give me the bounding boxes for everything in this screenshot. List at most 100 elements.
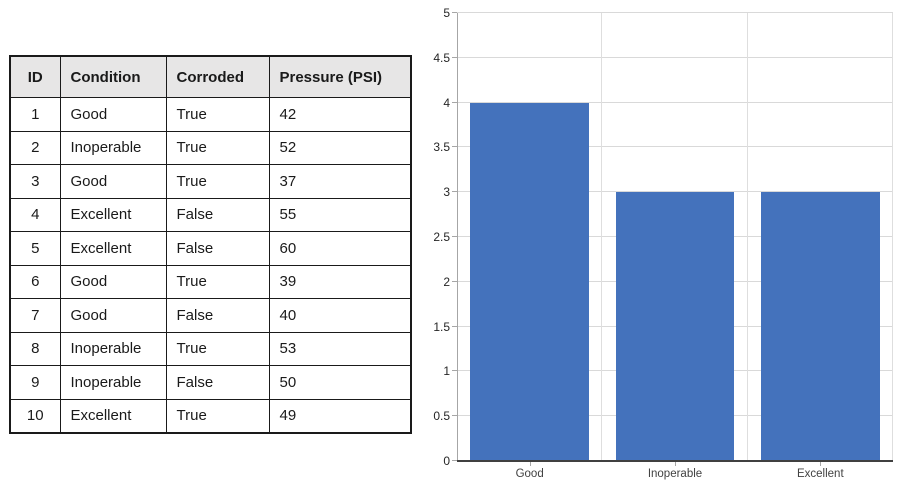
table-cell: 53 xyxy=(268,331,412,366)
bar-chart: 0 0.5 1 1.5 2 2.5 3 3.5 4 4.5 5 Good Inoperable Exce… xyxy=(427,0,904,487)
chart-plot-area xyxy=(452,12,893,466)
table-cell: Good xyxy=(59,164,167,199)
table-cell: Inoperable xyxy=(59,130,167,165)
table-row: 9 Inoperable False 50 xyxy=(9,365,412,400)
table-cell: 50 xyxy=(268,365,412,400)
y-axis-tick xyxy=(452,12,457,13)
y-axis-tick xyxy=(452,280,457,282)
bar-excellent xyxy=(761,192,880,461)
y-axis-label: 3 xyxy=(443,185,450,200)
horizontal-gridline xyxy=(457,56,893,58)
table-cell: False xyxy=(165,197,270,232)
table-cell: 10 xyxy=(9,398,61,434)
table-cell: Good xyxy=(59,97,167,132)
table-cell: Good xyxy=(59,298,167,333)
table-cell: True xyxy=(165,164,270,199)
table-row: 4 Excellent False 55 xyxy=(9,197,412,232)
table-cell: 9 xyxy=(9,365,61,400)
y-axis-label: 2 xyxy=(443,274,450,289)
y-axis-tick xyxy=(452,370,457,372)
y-axis-label: 1 xyxy=(443,364,450,379)
horizontal-gridline xyxy=(457,146,893,148)
table-row: 2 Inoperable True 52 xyxy=(9,130,412,165)
y-axis-tick xyxy=(452,236,457,237)
table-cell: 39 xyxy=(268,264,412,299)
table-row: 7 Good False 40 xyxy=(9,298,412,333)
y-axis-label: 0.5 xyxy=(433,409,450,424)
vertical-gridline xyxy=(892,13,893,461)
horizontal-gridline xyxy=(457,191,893,193)
table-cell: True xyxy=(165,398,270,434)
table-row: 6 Good True 39 xyxy=(9,264,412,299)
y-axis-labels: 0 0.5 1 1.5 2 2.5 3 3.5 4 4.5 5 xyxy=(427,6,450,468)
table-cell: 3 xyxy=(9,164,61,199)
table-cell: 37 xyxy=(268,164,412,199)
table-cell: Inoperable xyxy=(59,365,167,400)
table-cell: 60 xyxy=(268,231,412,266)
table-row: 5 Excellent False 60 xyxy=(9,231,412,266)
horizontal-gridline xyxy=(457,101,893,103)
vertical-gridline xyxy=(746,13,748,461)
x-axis-tick xyxy=(529,461,531,466)
column-header: Condition xyxy=(59,55,167,98)
pipe-data-table-container: ID Condition Corroded Pressure (PSI) 1 Good T… xyxy=(9,55,412,434)
table-cell: 6 xyxy=(9,264,61,299)
table-cell: True xyxy=(165,331,270,366)
table-header-row: ID Condition Corroded Pressure (PSI) xyxy=(9,55,412,98)
y-axis-tick xyxy=(452,415,457,417)
vertical-gridline xyxy=(601,13,603,461)
table-cell: False xyxy=(165,365,270,400)
table-cell: False xyxy=(165,231,270,266)
table-cell: Excellent xyxy=(59,231,167,266)
x-axis-tick xyxy=(820,461,822,466)
table-cell: True xyxy=(165,130,270,165)
x-axis-baseline xyxy=(457,460,893,462)
table-cell: 2 xyxy=(9,130,61,165)
y-axis-label: 5 xyxy=(443,6,450,20)
table-cell: 42 xyxy=(268,97,412,132)
x-axis-tick xyxy=(675,461,676,466)
bar-inoperable xyxy=(615,192,735,461)
table-row: 8 Inoperable True 53 xyxy=(9,331,412,366)
table-cell: 40 xyxy=(268,298,412,333)
table-row: 1 Good True 42 xyxy=(9,97,412,132)
column-header: ID xyxy=(9,55,61,98)
y-axis-label: 4.5 xyxy=(433,50,450,65)
table-cell: 8 xyxy=(9,331,61,366)
table-cell: 49 xyxy=(268,398,412,434)
table-header: ID Condition Corroded Pressure (PSI) xyxy=(9,55,412,98)
table-cell: 1 xyxy=(9,97,61,132)
table-cell: True xyxy=(165,264,270,299)
x-axis-label: Inoperable xyxy=(647,468,703,480)
table-cell: 55 xyxy=(268,197,412,232)
table-cell: False xyxy=(165,298,270,333)
column-header: Corroded xyxy=(165,55,270,98)
table-cell: 7 xyxy=(9,298,61,333)
y-axis-label: 2.5 xyxy=(433,230,450,244)
table-cell: 52 xyxy=(268,130,412,165)
table-cell: Excellent xyxy=(59,197,167,232)
x-axis-label: Excellent xyxy=(796,468,844,480)
table-cell: Good xyxy=(59,264,167,299)
y-axis-tick xyxy=(452,146,457,148)
bar-good xyxy=(470,102,589,461)
y-axis-tick xyxy=(452,460,457,461)
y-axis-label: 0 xyxy=(443,454,450,468)
table-cell: Inoperable xyxy=(59,331,167,366)
table-row: 10 Excellent True 49 xyxy=(9,398,412,434)
y-axis-tick xyxy=(452,101,457,103)
y-axis-tick xyxy=(452,325,457,327)
table-body: 1 Good True 42 2 Inoperable True 52 3 Good True 37 4… xyxy=(9,97,412,434)
y-axis-label: 4 xyxy=(443,95,450,110)
horizontal-gridline xyxy=(457,12,893,13)
y-axis-tick xyxy=(452,191,457,193)
column-header: Pressure (PSI) xyxy=(268,55,412,98)
x-axis-labels: Good Inoperable Excellent xyxy=(457,468,893,484)
table-cell: 5 xyxy=(9,231,61,266)
table-cell: True xyxy=(165,97,270,132)
table-cell: Excellent xyxy=(59,398,167,434)
y-axis-label: 3.5 xyxy=(433,140,450,155)
table-cell: 4 xyxy=(9,197,61,232)
y-axis-tick xyxy=(452,56,457,58)
